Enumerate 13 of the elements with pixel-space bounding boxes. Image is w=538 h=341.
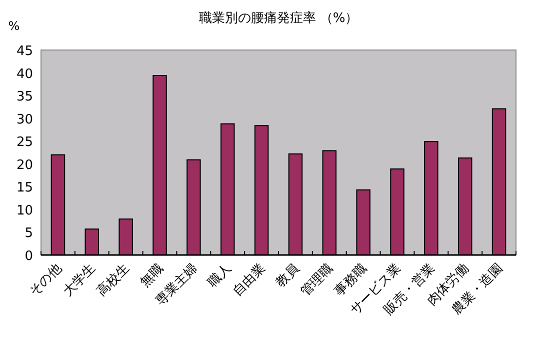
y-tick-label: 5 [24,226,33,242]
y-tick-label: 25 [16,135,33,150]
x-tick-label: その他 [26,261,65,300]
y-tick-label: 20 [16,158,33,173]
y-tick-label: 45 [16,44,33,59]
y-tick-label: 35 [16,90,33,105]
y-tick-label: 40 [16,66,33,82]
y-axis-title: % [8,19,20,33]
y-tick-label: 10 [16,203,33,218]
chart-title: 職業別の腰痛発症率 （%） [198,10,358,26]
y-tick-label: 0 [24,249,33,264]
y-tick-label: 15 [16,180,33,196]
y-tick-label: 30 [16,112,33,128]
